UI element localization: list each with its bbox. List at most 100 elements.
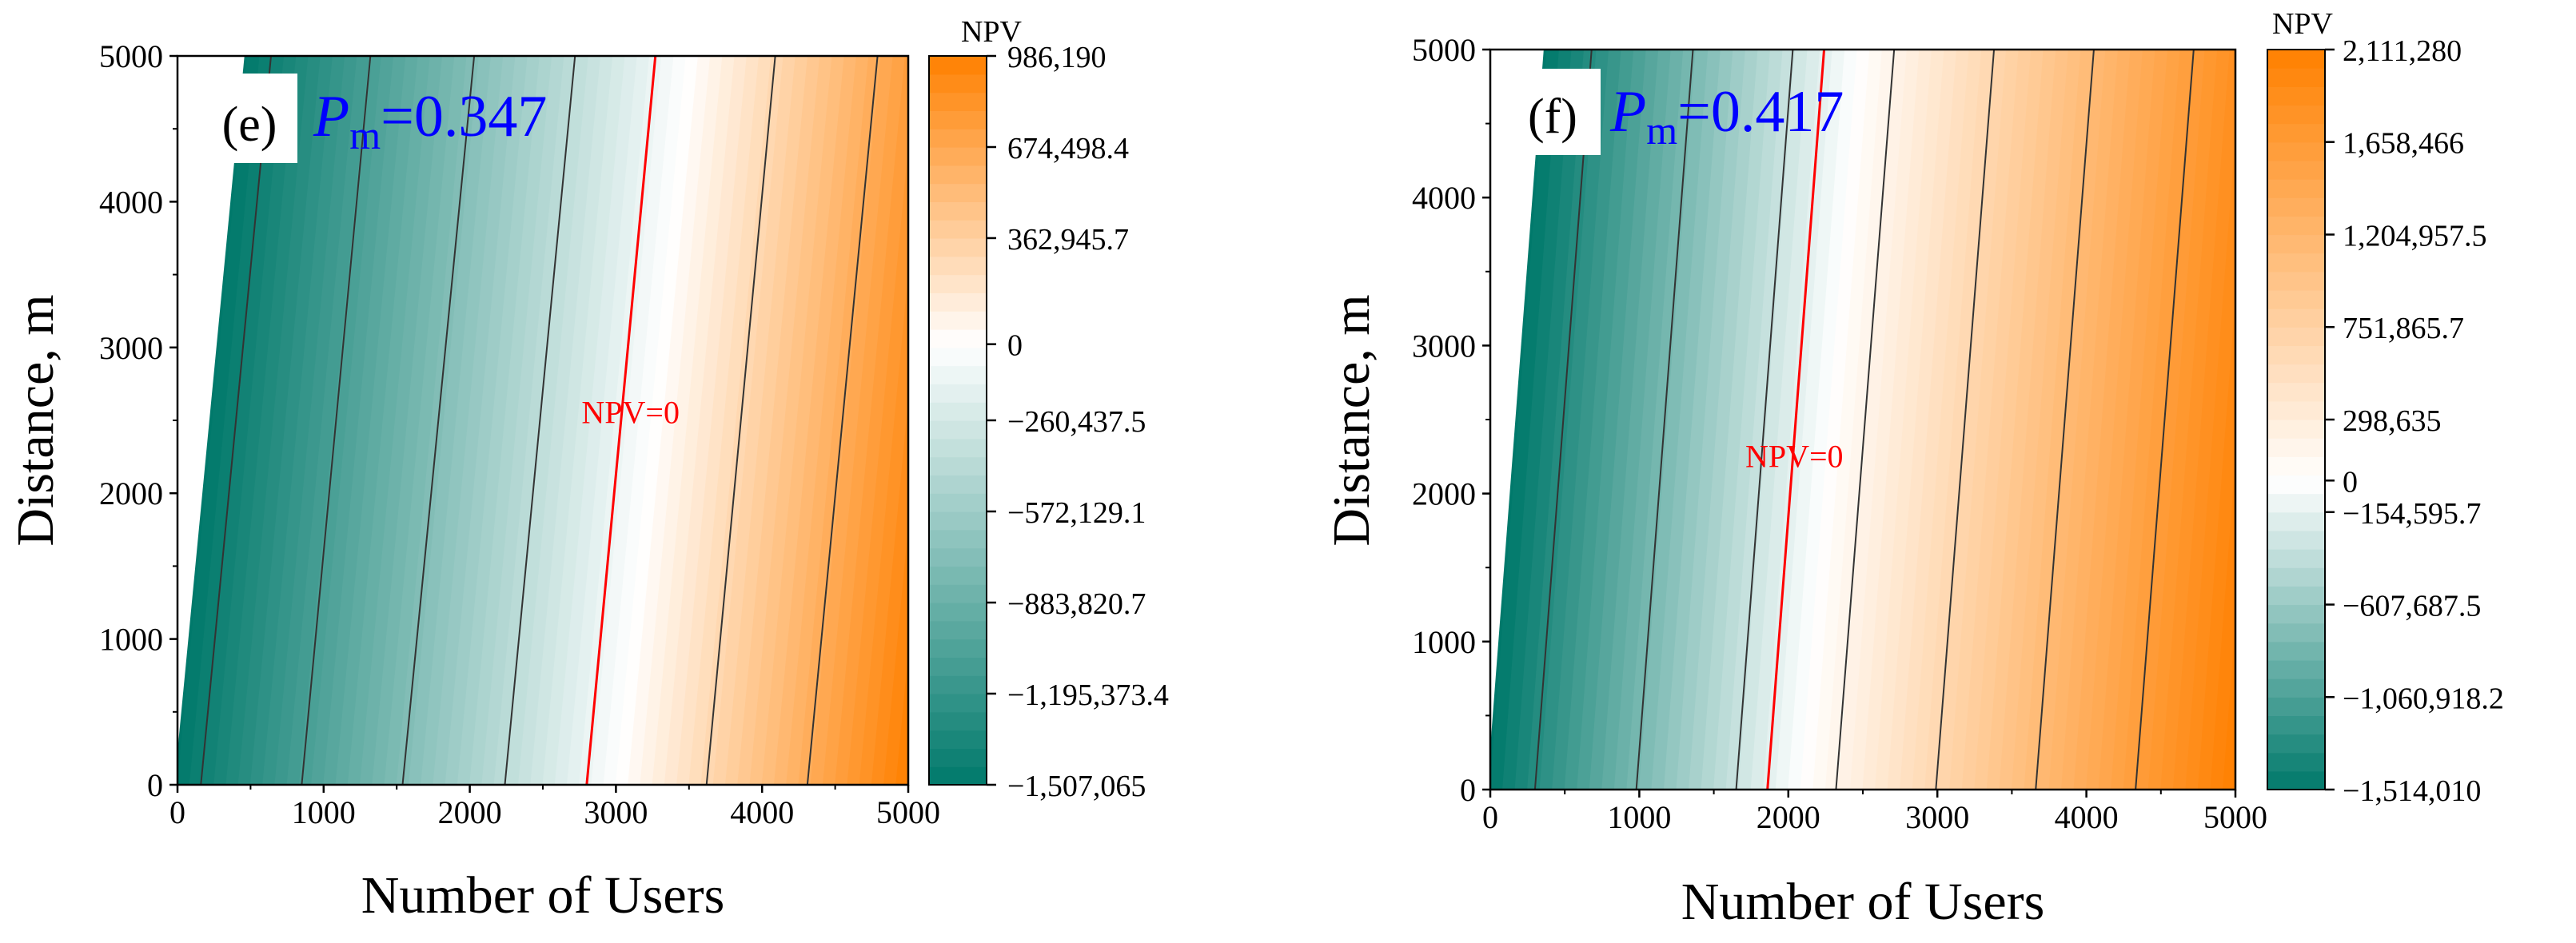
panel-e-colorbar-swatch xyxy=(929,274,987,293)
panel-e-contour-band xyxy=(493,56,577,785)
panel-e-colorbar-swatch xyxy=(929,748,987,767)
panel-e-colorbar-swatch xyxy=(929,438,987,458)
panel-f-x-ticks: 0 1000 2000 3000 4000 5000 xyxy=(1482,790,2267,835)
panel-f-colorbar-swatch xyxy=(2267,216,2325,236)
panel-f-colorbar-swatch xyxy=(2267,456,2325,476)
panel-e-contour-band xyxy=(822,56,906,785)
panel-f-contour-band xyxy=(1800,50,1871,790)
panel-f-colorbar-swatch xyxy=(2267,420,2325,439)
panel-e-colorbar-tick-label: 362,945.7 xyxy=(1007,223,1129,257)
panel-e-colorbar-swatch xyxy=(929,657,987,676)
panel-e-contour-band xyxy=(408,56,492,785)
panel-f-contour-band xyxy=(1651,50,1721,790)
panel-e-contour-band xyxy=(225,56,309,785)
panel-f-contour-band xyxy=(1589,50,1660,790)
panel-e-contour-band xyxy=(737,56,821,785)
panel-f-contour-band xyxy=(1900,50,1970,790)
panel-e-x-tick-label: 4000 xyxy=(730,794,794,830)
panel-e-y-axis-title: Distance, m xyxy=(6,294,65,546)
panel-f-colorbar-swatch xyxy=(2267,308,2325,328)
panel-e-contour-band xyxy=(773,56,857,785)
panel-e-contour-band xyxy=(237,56,321,785)
panel-e-contour-band xyxy=(725,56,808,785)
panel-f-colorbar-tick-label: 0 xyxy=(2343,465,2358,499)
panel-f-x-axis-title: Number of Users xyxy=(1681,873,2045,931)
panel-f-colorbar-swatch xyxy=(2267,197,2325,217)
panel-f-colorbar-swatch xyxy=(2267,179,2325,198)
panel-e-colorbar-swatch xyxy=(929,402,987,421)
panel-e-colorbar-swatch xyxy=(929,74,987,94)
panel-f-colorbar-title: NPV xyxy=(2272,7,2334,41)
panel-f-contour-band xyxy=(2073,50,2143,790)
panel-f-colorbar-swatch xyxy=(2267,678,2325,698)
panel-e-x-tick-label: 2000 xyxy=(438,794,502,830)
panel-f-colorbar-swatch xyxy=(2267,253,2325,273)
panel-e-x-ticks: 0 1000 2000 3000 4000 5000 xyxy=(169,785,940,830)
panel-f-contour-band xyxy=(1875,50,1945,790)
panel-f-contour-band xyxy=(1974,50,2044,790)
panel-e-contour-band xyxy=(530,56,614,785)
panel-f-contour-band xyxy=(1502,50,1573,790)
panel-f-contour-line xyxy=(2035,50,2095,790)
panel-f-y-tick-label: 1000 xyxy=(1412,624,1476,660)
panel-f-colorbar: 2,111,280 1,658,466 1,204,957.5 751,865.7 29… xyxy=(2267,34,2504,808)
panel-e-pm-value: =0.347 xyxy=(381,84,547,149)
panel-e-contour-band xyxy=(518,56,602,785)
panel-e-colorbar-swatch xyxy=(929,183,987,202)
panel-f-y-ticks: 0 1000 2000 3000 4000 5000 xyxy=(1412,32,1490,808)
panel-f-contour-band xyxy=(1689,50,1759,790)
panel-e-y-tick-label: 3000 xyxy=(99,330,163,366)
panel-e-colorbar-tick-label: 674,498.4 xyxy=(1007,132,1129,165)
panel-f: NPV=0 0 1000 2000 3000 4000 5000 0 1000 2000 300… xyxy=(1322,7,2504,931)
panel-e-contour-line xyxy=(705,56,776,785)
panel-f-colorbar-swatch xyxy=(2267,141,2325,161)
panel-e-colorbar-swatch xyxy=(929,256,987,276)
panel-e-colorbar-tick-label: −1,195,373.4 xyxy=(1007,678,1169,712)
panel-f-colorbar-tick-label: −607,687.5 xyxy=(2343,590,2481,623)
panel-f-colorbar-tick-label: −154,595.7 xyxy=(2343,497,2481,531)
panel-e-colorbar-swatch xyxy=(929,220,987,239)
panel-f-colorbar-swatch xyxy=(2267,382,2325,402)
panel-e-contour-band xyxy=(433,56,516,785)
panel-e-x-tick-label: 1000 xyxy=(292,794,356,830)
panel-f-contour-band xyxy=(2024,50,2094,790)
panel-f-pm-subscript: m xyxy=(1646,108,1677,153)
panel-e-colorbar-swatch xyxy=(929,311,987,330)
panel-e-y-tick-label: 1000 xyxy=(99,622,163,658)
panel-f-colorbar-swatch xyxy=(2267,641,2325,661)
panel-f-contour-line xyxy=(2135,50,2195,790)
panel-f-colorbar-swatch xyxy=(2267,604,2325,624)
panel-e-contour-band xyxy=(895,654,908,785)
panel-e-colorbar-swatch xyxy=(929,238,987,257)
panel-e-colorbar-swatch xyxy=(929,766,987,786)
panel-e-colorbar-tick-label: 986,190 xyxy=(1007,41,1107,74)
panel-e-contour-band xyxy=(323,56,407,785)
panel-f-contour-band xyxy=(1812,50,1883,790)
panel-e-contour-band xyxy=(421,56,504,785)
panel-e-contour-band xyxy=(262,56,346,785)
panel-e-x-tick-label: 5000 xyxy=(876,794,940,830)
panel-e-y-tick-label: 5000 xyxy=(99,38,163,74)
panel-e-colorbar-swatch xyxy=(929,420,987,440)
panel-e-contour-band xyxy=(189,56,273,785)
panel-e-colorbar-swatch xyxy=(929,547,987,567)
panel-f-contour-band xyxy=(1949,50,2020,790)
panel-e-colorbar-swatch xyxy=(929,129,987,148)
panel-e-contour-band xyxy=(213,56,297,785)
panel-e-colorbar-swatch xyxy=(929,675,987,694)
panel-e-contour-band xyxy=(603,56,687,785)
panel-e-contour-band xyxy=(384,56,468,785)
panel-e-contour-area: NPV=0 xyxy=(177,56,908,785)
panel-e-contour-band xyxy=(249,56,333,785)
panel-f-contour-band xyxy=(1986,50,2057,790)
panel-e-pm-symbol: P xyxy=(313,84,349,149)
panel-f-colorbar-swatch xyxy=(2267,567,2325,587)
panel-f-contour-band xyxy=(1663,50,1734,790)
panel-f-pm-symbol: P xyxy=(1609,79,1646,145)
panel-e-colorbar-tick-label: −572,129.1 xyxy=(1007,496,1146,530)
panel-e-zero-contour-line xyxy=(585,56,657,785)
panel-e-contour-band xyxy=(786,56,870,785)
panel-e-contour-band xyxy=(201,56,285,785)
panel-f-contour-band xyxy=(1924,50,1995,790)
